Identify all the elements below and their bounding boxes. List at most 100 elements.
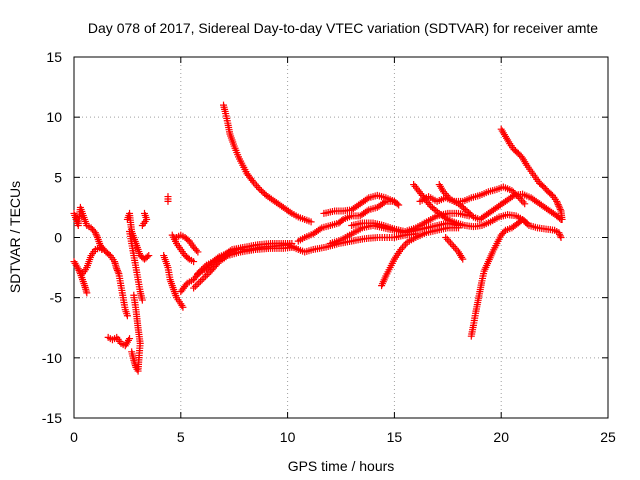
data-point (226, 247, 234, 255)
data-point (191, 282, 199, 290)
data-point (463, 207, 471, 215)
data-point (205, 269, 213, 277)
x-tick-label: 15 (387, 429, 403, 445)
data-point (390, 197, 398, 205)
y-tick-label: 15 (46, 49, 62, 65)
data-point (195, 279, 203, 287)
data-point (83, 289, 91, 297)
y-tick-label: -10 (42, 350, 62, 366)
series-arc-c (79, 243, 131, 320)
series-arc-g (123, 209, 153, 263)
data-point (143, 253, 151, 261)
data-point (442, 234, 450, 241)
data-point (445, 237, 453, 245)
data-point (556, 230, 564, 238)
series-arc-u (378, 224, 462, 290)
data-point (363, 195, 371, 203)
data-point (554, 201, 562, 209)
x-tick-label: 10 (280, 429, 296, 445)
data-point (500, 228, 508, 236)
data-point (290, 243, 298, 251)
data-point (74, 265, 82, 273)
data-point (307, 218, 315, 226)
data-point (446, 239, 454, 247)
data-point (113, 265, 121, 273)
data-point (145, 252, 153, 260)
data-point (448, 241, 456, 249)
data-point (555, 202, 563, 210)
data-point (259, 188, 267, 196)
data-point (509, 188, 517, 196)
data-point (91, 229, 99, 237)
series-arc-r (320, 191, 398, 217)
axis-ticks: 0 5 10 15 20 25 -15 -10 -5 0 5 10 15 (42, 49, 616, 445)
series-arc-l (173, 231, 202, 256)
series-arc-k (168, 231, 198, 266)
data-point (461, 206, 469, 214)
data-point (316, 225, 324, 233)
x-axis-label: GPS time / hours (288, 458, 395, 474)
series-arc-z (467, 215, 531, 340)
data-point (256, 185, 264, 193)
data-point (190, 258, 198, 266)
data-point (193, 281, 201, 289)
data-point (286, 208, 294, 216)
series-arc-d (104, 333, 134, 350)
data-point (192, 246, 200, 254)
data-point (451, 244, 459, 252)
series-arc-aa (497, 125, 566, 223)
data-point (511, 190, 519, 198)
y-tick-label: -5 (50, 290, 63, 306)
data-point (556, 205, 564, 213)
data-point (138, 221, 146, 229)
data-point (203, 271, 211, 279)
data-point (138, 296, 146, 304)
data-point (130, 291, 138, 299)
series-arc-y (442, 234, 467, 263)
data-point (113, 266, 121, 274)
chart-title: Day 078 of 2017, Sidereal Day-to-day VTE… (88, 20, 598, 36)
data-point (553, 197, 561, 205)
data-point (126, 335, 134, 343)
data-point (179, 303, 187, 311)
data-point (363, 207, 371, 215)
data-point (200, 274, 208, 282)
data-point (450, 243, 458, 251)
data-point (556, 232, 564, 240)
data-point (521, 200, 529, 208)
y-tick-label: -15 (42, 410, 62, 426)
series-arc-p (220, 101, 315, 226)
data-point (184, 254, 192, 262)
series-arc-j (160, 252, 187, 311)
data-point (75, 266, 83, 274)
data-point (556, 204, 564, 212)
data-point (254, 184, 262, 192)
x-tick-label: 25 (600, 429, 616, 445)
y-axis-label: SDTVAR / TECUs (7, 181, 23, 293)
series-arc-o (194, 240, 296, 278)
data-point (400, 242, 408, 250)
data-point (555, 229, 563, 237)
data-point (558, 215, 566, 223)
data-point (198, 276, 206, 284)
x-tick-label: 5 (177, 429, 185, 445)
data-point (92, 230, 100, 238)
data-point (338, 217, 346, 225)
series-arc-x (416, 183, 529, 208)
data-point (288, 240, 296, 248)
data-point (164, 197, 172, 205)
data-point (517, 196, 525, 204)
data-point (465, 209, 473, 217)
data-point (257, 187, 265, 195)
data-point (468, 212, 476, 220)
data-point (508, 187, 516, 195)
data-point (466, 210, 474, 218)
series-arc-i (164, 193, 172, 205)
data-point (93, 232, 101, 240)
x-tick-label: 20 (493, 429, 509, 445)
series-arc-b (70, 258, 91, 297)
y-tick-label: 10 (46, 109, 62, 125)
series-arc-h (138, 209, 151, 229)
data-point (202, 272, 210, 280)
data-points (70, 101, 566, 375)
